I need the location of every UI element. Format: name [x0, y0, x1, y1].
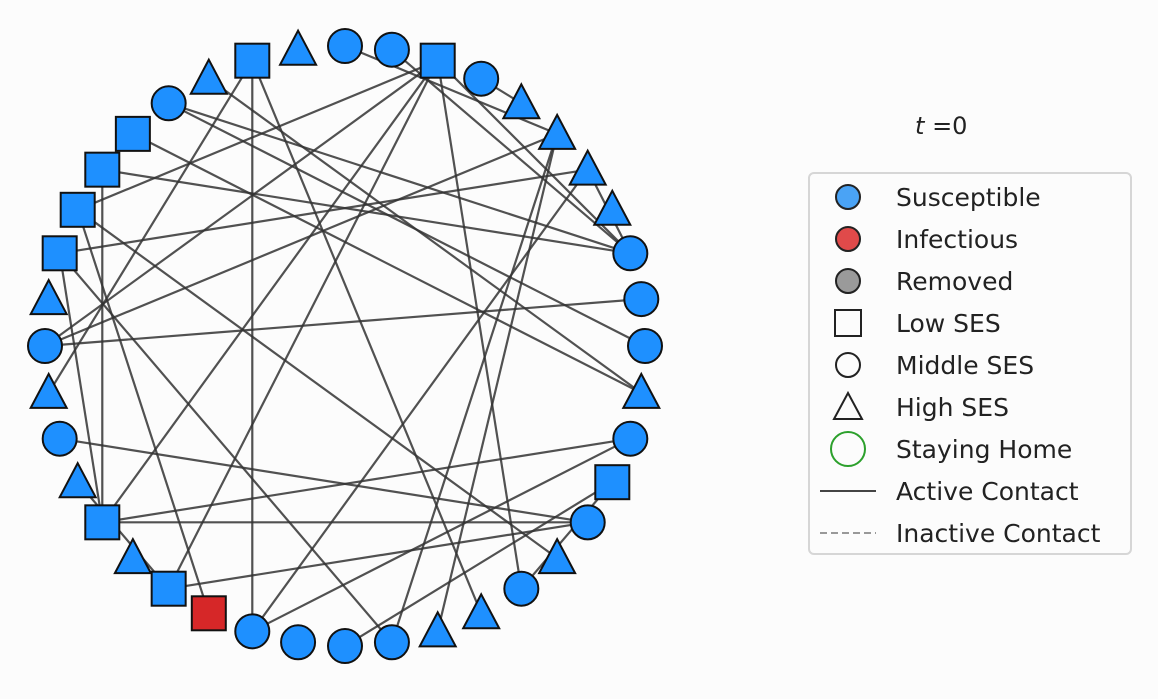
susceptible-triangle-node [29, 277, 69, 316]
triangle-icon [832, 390, 864, 420]
active-contact-edge [77, 59, 439, 211]
contact-edges [44, 44, 646, 647]
legend-label: Low SES [896, 309, 1001, 338]
active-contact-edge [44, 59, 439, 347]
circle-icon [835, 352, 861, 378]
susceptible-circle-node [373, 31, 410, 68]
legend-label: Inactive Contact [896, 519, 1101, 548]
active-contact-edge [168, 521, 588, 590]
active-contact-edge [251, 437, 631, 633]
agent-nodes [27, 28, 663, 664]
susceptible-marker-icon [835, 184, 861, 210]
susceptible-triangle-node [58, 461, 98, 499]
susceptible-circle-node [27, 328, 63, 364]
susceptible-circle-node [327, 628, 363, 664]
active-contact-edge [44, 132, 558, 348]
susceptible-circle-node [327, 28, 363, 64]
susceptible-triangle-node [113, 536, 153, 575]
active-contact-edge [77, 208, 558, 560]
legend-label: Active Contact [896, 477, 1079, 506]
active-contact-edge [59, 437, 588, 524]
active-contact-edge [251, 169, 589, 632]
susceptible-square-node [150, 570, 187, 607]
susceptible-square-node [59, 191, 96, 228]
susceptible-triangle-node [189, 57, 229, 95]
active-contact-edge [390, 133, 559, 643]
susceptible-triangle-node [278, 28, 318, 66]
active-contact-edge [47, 60, 254, 394]
susceptible-square-node [234, 42, 271, 79]
susceptible-triangle-node [29, 371, 69, 409]
susceptible-square-node [114, 115, 151, 152]
active-contact-edge [391, 48, 632, 255]
susceptible-circle-node [280, 624, 317, 661]
solid-line-icon [820, 490, 876, 492]
active-contact-edge [59, 168, 588, 255]
susceptible-circle-node [569, 504, 606, 541]
susceptible-circle-node [150, 85, 187, 122]
legend-label: Infectious [896, 225, 1019, 254]
legend-label: Removed [896, 267, 1014, 296]
susceptible-square-node [84, 504, 121, 541]
square-icon [834, 309, 862, 337]
susceptible-triangle-node [621, 371, 661, 409]
susceptible-circle-node [612, 235, 649, 272]
time-value: =0 [932, 112, 968, 140]
susceptible-circle-node [503, 570, 540, 607]
active-contact-edge [102, 168, 631, 255]
susceptible-triangle-node [418, 610, 458, 648]
susceptible-circle-node [41, 420, 78, 457]
time-symbol: t [915, 112, 925, 140]
active-contact-edge [58, 253, 104, 523]
susceptible-triangle-node [537, 536, 577, 575]
active-contact-edge [168, 102, 631, 255]
susceptible-triangle-node [568, 148, 608, 186]
active-contact-edge [76, 209, 210, 614]
susceptible-triangle-node [501, 82, 541, 120]
susceptible-triangle-node [461, 592, 501, 630]
legend-label: Middle SES [896, 351, 1035, 380]
ring-icon [830, 431, 866, 467]
susceptible-circle-node [234, 613, 271, 650]
active-contact-edge [436, 133, 559, 632]
susceptible-square-node [84, 151, 121, 188]
susceptible-circle-node [373, 624, 410, 661]
legend-item-middle-ses: Middle SES [810, 345, 1130, 385]
susceptible-triangle-node [537, 112, 577, 150]
susceptible-circle-node [623, 281, 660, 318]
removed-marker-icon [835, 268, 861, 294]
active-contact-edge [101, 60, 439, 523]
susceptible-circle-node [612, 420, 649, 457]
active-contact-edge [251, 60, 483, 614]
legend-item-susceptible: Susceptible [810, 177, 1130, 217]
legend-label: Susceptible [896, 183, 1041, 212]
legend-label: High SES [896, 393, 1009, 422]
legend: Susceptible Infectious Removed Low SES M… [808, 172, 1132, 555]
active-contact-edge [102, 437, 631, 524]
legend-item-staying-home: Staying Home [810, 429, 1130, 469]
susceptible-circle-node [463, 60, 500, 97]
susceptible-triangle-node [592, 188, 632, 226]
legend-item-low-ses: Low SES [810, 303, 1130, 343]
susceptible-square-node [594, 464, 631, 501]
active-contact-edge [58, 252, 393, 644]
infectious-marker-icon [835, 226, 861, 252]
susceptible-square-node [419, 42, 456, 79]
susceptible-square-node [41, 235, 78, 272]
infectious-square-node [190, 595, 227, 632]
time-label: t =0 [915, 112, 967, 140]
legend-item-inactive-contact: Inactive Contact [810, 513, 1130, 553]
susceptible-circle-node [627, 328, 663, 364]
legend-item-high-ses: High SES [810, 387, 1130, 427]
active-contact-edge [168, 102, 646, 347]
active-contact-edge [344, 481, 613, 647]
active-contact-edge [44, 297, 642, 348]
legend-label: Staying Home [896, 435, 1073, 464]
dashed-line-icon [820, 532, 876, 534]
contact-network [27, 28, 663, 664]
legend-item-active-contact: Active Contact [810, 471, 1130, 511]
legend-item-removed: Removed [810, 261, 1130, 301]
active-contact-edge [132, 132, 642, 394]
legend-item-infectious: Infectious [810, 219, 1130, 259]
